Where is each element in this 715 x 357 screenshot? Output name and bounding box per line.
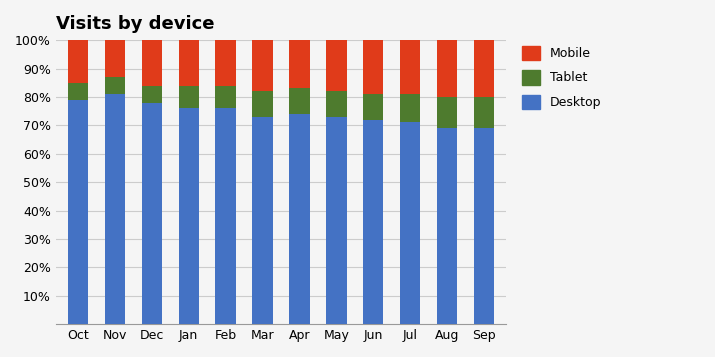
Bar bbox=[437, 40, 458, 97]
Bar bbox=[215, 108, 236, 324]
Bar bbox=[290, 114, 310, 324]
Bar bbox=[437, 97, 458, 128]
Bar bbox=[474, 128, 494, 324]
Bar bbox=[363, 94, 383, 120]
Text: Visits by device: Visits by device bbox=[56, 15, 214, 33]
Bar bbox=[104, 77, 125, 94]
Bar bbox=[252, 91, 272, 117]
Bar bbox=[142, 40, 162, 86]
Bar bbox=[142, 102, 162, 324]
Bar bbox=[474, 97, 494, 128]
Bar bbox=[68, 100, 88, 324]
Bar bbox=[400, 94, 420, 122]
Bar bbox=[68, 83, 88, 100]
Bar bbox=[104, 94, 125, 324]
Bar bbox=[400, 122, 420, 324]
Bar bbox=[215, 86, 236, 108]
Bar bbox=[179, 40, 199, 86]
Legend: Mobile, Tablet, Desktop: Mobile, Tablet, Desktop bbox=[517, 41, 606, 114]
Bar bbox=[290, 40, 310, 89]
Bar bbox=[474, 40, 494, 97]
Bar bbox=[142, 86, 162, 102]
Bar bbox=[179, 108, 199, 324]
Bar bbox=[363, 40, 383, 94]
Bar bbox=[68, 40, 88, 83]
Bar bbox=[104, 40, 125, 77]
Bar bbox=[252, 40, 272, 91]
Bar bbox=[215, 40, 236, 86]
Bar bbox=[326, 117, 347, 324]
Bar bbox=[363, 120, 383, 324]
Bar bbox=[437, 128, 458, 324]
Bar bbox=[400, 40, 420, 94]
Bar bbox=[326, 91, 347, 117]
Bar bbox=[290, 89, 310, 114]
Bar bbox=[252, 117, 272, 324]
Bar bbox=[179, 86, 199, 108]
Bar bbox=[326, 40, 347, 91]
